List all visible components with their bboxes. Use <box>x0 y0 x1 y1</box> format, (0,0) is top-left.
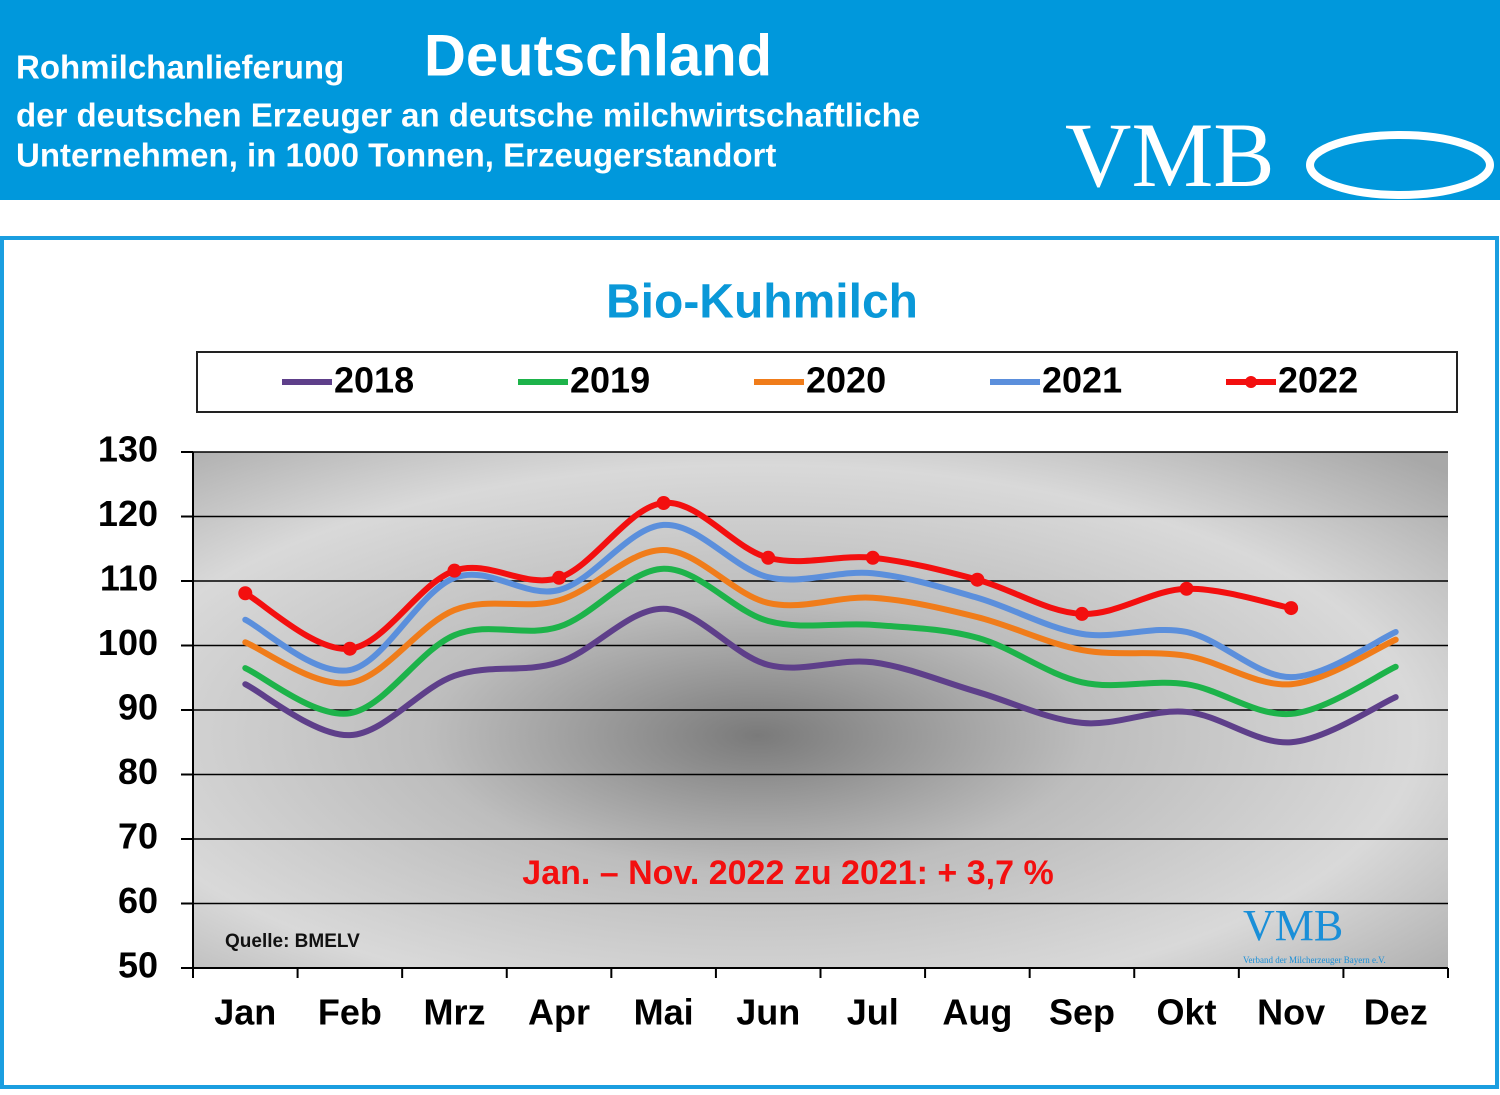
watermark-sub: Verband der Milcherzeuger Bayern e.V. <box>1243 955 1386 965</box>
point <box>447 563 462 578</box>
x-tick-label: Mrz <box>423 992 485 1033</box>
point <box>238 586 253 601</box>
x-tick-label: Jul <box>847 992 899 1033</box>
x-tick-label: Aug <box>942 992 1012 1033</box>
x-tick-label: Nov <box>1257 992 1325 1033</box>
logo: VMB <box>1065 104 1275 206</box>
series-line <box>242 499 1295 652</box>
header-title-big: Deutschland <box>424 23 772 88</box>
x-tick-label: Jan <box>214 992 276 1033</box>
y-tick-label: 100 <box>98 622 158 663</box>
header-subtitle: Unternehmen, in 1000 Tonnen, Erzeugersta… <box>16 137 776 174</box>
frame <box>0 236 1499 1089</box>
y-tick-label: 50 <box>118 945 158 986</box>
legend-marker <box>1245 376 1257 388</box>
legend-label: 2021 <box>1042 360 1122 401</box>
x-tick-label: Dez <box>1364 992 1428 1033</box>
header-title-small: Rohmilchanlieferung <box>16 49 344 86</box>
y-tick-label: 80 <box>118 751 158 792</box>
x-tick-label: Mai <box>634 992 694 1033</box>
x-tick-label: Okt <box>1157 992 1217 1033</box>
annotation: Jan. – Nov. 2022 zu 2021: + 3,7 % <box>522 854 1053 892</box>
point <box>865 550 880 565</box>
legend-label: 2019 <box>570 360 650 401</box>
point <box>1074 606 1089 621</box>
point <box>342 641 357 656</box>
legend-label: 2020 <box>806 360 886 401</box>
series-line <box>242 605 1399 746</box>
y-tick-label: 130 <box>98 429 158 470</box>
point <box>552 570 567 585</box>
x-tick-label: Sep <box>1049 992 1115 1033</box>
source: Quelle: BMELV <box>225 931 360 952</box>
logo-swirl <box>1306 131 1494 199</box>
point <box>1284 601 1299 616</box>
point <box>761 550 776 565</box>
x-tick-label: Jun <box>736 992 800 1033</box>
y-tick-label: 70 <box>118 816 158 857</box>
legend-label: 2018 <box>334 360 414 401</box>
y-tick-label: 60 <box>118 880 158 921</box>
point <box>1179 581 1194 596</box>
series-line <box>242 547 1399 688</box>
header-band <box>0 0 1500 200</box>
point <box>656 495 671 510</box>
header-subtitle: der deutschen Erzeuger an deutsche milch… <box>16 97 920 134</box>
y-tick-label: 90 <box>118 687 158 728</box>
x-tick-label: Apr <box>528 992 590 1033</box>
series-line <box>242 565 1399 717</box>
chart-title: Bio-Kuhmilch <box>606 276 918 329</box>
y-tick-label: 110 <box>100 558 158 599</box>
x-tick-label: Feb <box>318 992 382 1033</box>
series-line <box>242 521 1399 681</box>
legend-label: 2022 <box>1278 360 1358 401</box>
point <box>970 572 985 587</box>
watermark: VMB <box>1243 901 1343 950</box>
y-tick-label: 120 <box>98 493 158 534</box>
